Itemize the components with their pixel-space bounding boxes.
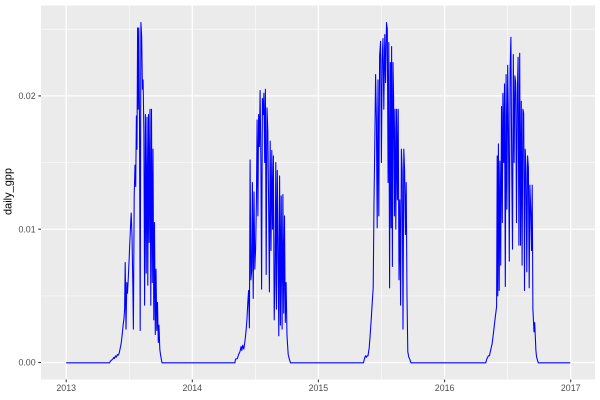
svg-text:0.02: 0.02 bbox=[18, 91, 35, 101]
svg-text:2015: 2015 bbox=[309, 383, 329, 393]
svg-text:2017: 2017 bbox=[561, 383, 581, 393]
svg-text:2016: 2016 bbox=[435, 383, 455, 393]
svg-text:daily_gpp: daily_gpp bbox=[3, 168, 15, 215]
svg-text:0.01: 0.01 bbox=[18, 224, 35, 234]
svg-text:2013: 2013 bbox=[56, 383, 76, 393]
svg-text:0.00: 0.00 bbox=[18, 358, 35, 368]
svg-text:2014: 2014 bbox=[183, 383, 203, 393]
